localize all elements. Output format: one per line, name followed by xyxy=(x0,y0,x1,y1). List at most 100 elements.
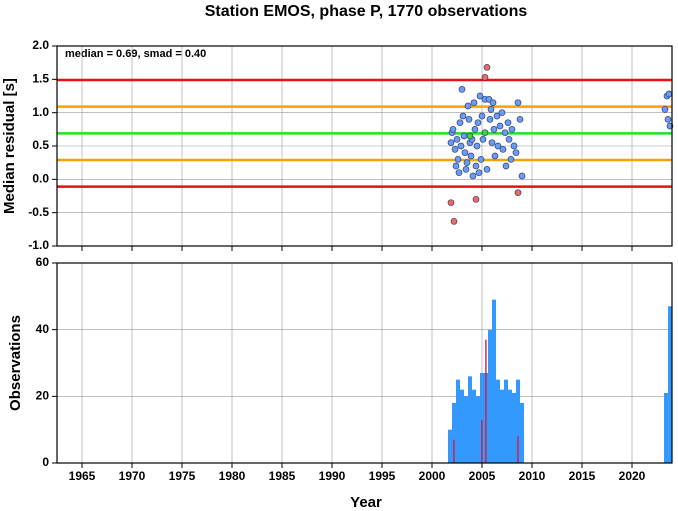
data-point xyxy=(458,85,466,93)
data-point xyxy=(486,115,494,123)
x-tick-label: 1985 xyxy=(269,469,296,483)
data-point xyxy=(461,149,469,157)
y-tick-label: 0.5 xyxy=(32,138,49,152)
histogram-bar xyxy=(664,393,668,463)
histogram-bar xyxy=(448,429,452,463)
data-point xyxy=(469,172,477,180)
x-axis-label: Year xyxy=(350,494,382,511)
data-point xyxy=(489,99,497,107)
y-tick-label: -1.0 xyxy=(28,238,49,252)
plot-frame xyxy=(56,45,673,247)
x-tick-label: 2020 xyxy=(619,469,646,483)
data-point xyxy=(487,105,495,113)
y-tick-label: -0.5 xyxy=(28,205,49,219)
data-point xyxy=(488,139,496,147)
histogram-bar xyxy=(496,379,500,463)
data-point xyxy=(493,112,501,120)
data-point xyxy=(472,195,480,203)
data-point xyxy=(455,169,463,177)
y-tick-label: 1.0 xyxy=(32,105,49,119)
data-point xyxy=(460,132,468,140)
data-point xyxy=(507,155,515,163)
data-point xyxy=(464,102,472,110)
y-axis-label: Observations xyxy=(7,315,24,411)
data-point xyxy=(450,217,458,225)
y-tick-label: 60 xyxy=(36,255,50,269)
data-point xyxy=(466,132,474,140)
histogram-bar xyxy=(516,379,520,463)
histogram-bar xyxy=(517,436,519,463)
y-tick-label: 1.5 xyxy=(32,72,49,86)
histogram-bar xyxy=(520,403,524,463)
histogram-bar xyxy=(504,379,508,463)
panel: 1965 1970 1975 1980 1985 1990 1995 2000 2005 2010… xyxy=(36,255,673,483)
data-point xyxy=(483,63,491,71)
chart-title: Station EMOS, phase P, 1770 observations xyxy=(205,3,528,20)
data-point xyxy=(501,129,509,137)
histogram-bar xyxy=(668,306,672,463)
histogram-bar xyxy=(500,389,504,463)
histogram-bar xyxy=(476,396,480,463)
data-point xyxy=(452,162,460,170)
data-point xyxy=(478,112,486,120)
data-point xyxy=(463,159,471,167)
histogram-bar xyxy=(452,403,456,463)
data-point xyxy=(518,172,526,180)
data-point xyxy=(481,129,489,137)
data-point xyxy=(474,119,482,127)
y-axis-label: Median residual [s] xyxy=(1,78,18,214)
histogram-bar xyxy=(485,339,487,463)
histogram-bar xyxy=(464,396,468,463)
data-point xyxy=(514,99,522,107)
annotation: median = 0.69, smad = 0.40 xyxy=(65,48,206,60)
data-point xyxy=(483,165,491,173)
data-point xyxy=(456,119,464,127)
data-point xyxy=(496,122,504,130)
x-tick-label: 1980 xyxy=(219,469,246,483)
histogram-bar xyxy=(472,389,476,463)
data-point xyxy=(447,199,455,207)
y-tick-label: 0 xyxy=(42,455,49,469)
data-point xyxy=(451,145,459,153)
x-tick-label: 1965 xyxy=(69,469,96,483)
data-point xyxy=(473,142,481,150)
data-point xyxy=(477,155,485,163)
data-point xyxy=(459,112,467,120)
data-point xyxy=(454,155,462,163)
data-point xyxy=(457,142,465,150)
histogram-bar xyxy=(453,439,455,463)
histogram-bar xyxy=(512,393,516,463)
data-point xyxy=(467,152,475,160)
data-point xyxy=(453,135,461,143)
data-point xyxy=(498,109,506,117)
histogram-bar xyxy=(481,419,483,463)
data-point xyxy=(665,90,673,98)
data-point xyxy=(490,125,498,133)
data-point xyxy=(472,162,480,170)
histogram-bar xyxy=(508,389,512,463)
data-point xyxy=(502,162,510,170)
data-point xyxy=(479,135,487,143)
data-point xyxy=(491,152,499,160)
data-point xyxy=(462,165,470,173)
data-point xyxy=(505,135,513,143)
histogram-bar xyxy=(488,329,492,463)
data-point xyxy=(664,115,672,123)
x-tick-label: 1995 xyxy=(369,469,396,483)
data-point xyxy=(508,125,516,133)
x-tick-label: 1975 xyxy=(169,469,196,483)
x-tick-label: 1990 xyxy=(319,469,346,483)
y-tick-label: 0.0 xyxy=(32,172,49,186)
data-point xyxy=(512,149,520,157)
data-point xyxy=(470,99,478,107)
x-tick-label: 2000 xyxy=(419,469,446,483)
plot-frame xyxy=(56,262,673,464)
data-point xyxy=(504,119,512,127)
data-point xyxy=(465,115,473,123)
x-tick-label: 2015 xyxy=(569,469,596,483)
histogram-bar xyxy=(468,376,472,463)
data-point xyxy=(447,139,455,147)
y-tick-label: 20 xyxy=(36,389,50,403)
data-point xyxy=(510,142,518,150)
